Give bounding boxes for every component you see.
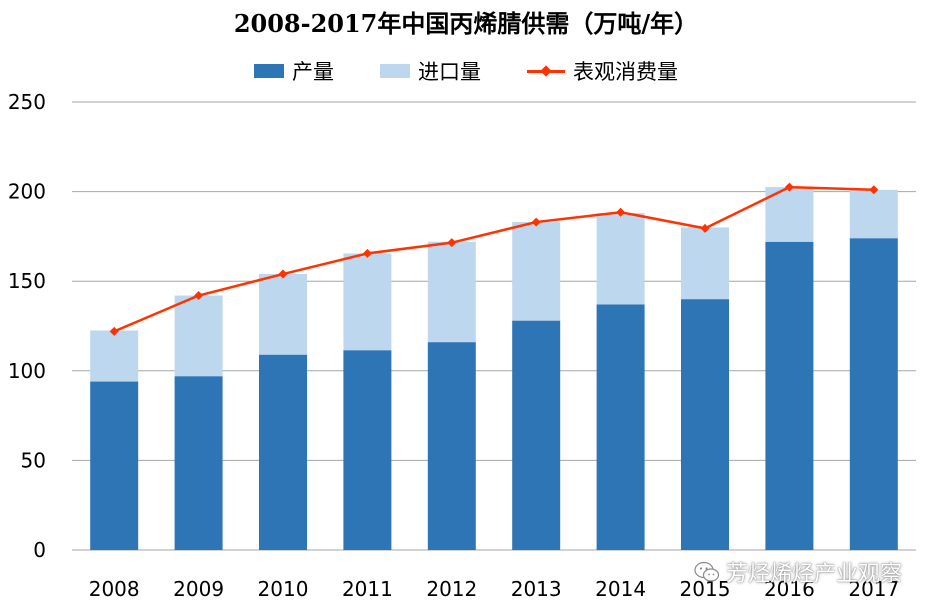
y-tick-label: 100 bbox=[8, 359, 46, 383]
x-tick-label: 2017 bbox=[848, 577, 899, 601]
point-consumption-2016 bbox=[784, 182, 794, 192]
bar-import-2013 bbox=[512, 222, 561, 321]
watermark-text: 芳烃烯烃产业观察 bbox=[725, 562, 902, 587]
chart-title: 2008-2017年中国丙烯腈供需（万吨/年） bbox=[233, 9, 699, 38]
bar-production-2014 bbox=[596, 304, 645, 550]
line-consumption bbox=[113, 185, 874, 333]
point-consumption-2009 bbox=[194, 291, 204, 301]
point-consumption-2013 bbox=[531, 217, 541, 227]
bar-production-2010 bbox=[259, 354, 307, 550]
bar-import-2017 bbox=[849, 189, 898, 239]
x-tick-label: 2014 bbox=[595, 577, 646, 601]
bar-import-2015 bbox=[681, 227, 729, 300]
bar-import-2011 bbox=[343, 253, 392, 351]
bar-import-2009 bbox=[174, 295, 223, 377]
legend-item-consumption: 表观消费量 bbox=[527, 56, 678, 86]
legend-line-consumption bbox=[527, 64, 565, 78]
bar-import-2012 bbox=[427, 241, 476, 343]
legend-label-import: 进口量 bbox=[418, 60, 481, 84]
point-consumption-2008 bbox=[109, 326, 119, 336]
point-consumption-2015 bbox=[700, 223, 710, 233]
legend-item-import: 进口量 bbox=[380, 56, 481, 86]
point-consumption-2017 bbox=[869, 185, 879, 195]
x-tick-label: 2016 bbox=[764, 577, 815, 601]
bar-production-2012 bbox=[427, 342, 476, 550]
legend-swatch-production bbox=[254, 64, 284, 78]
bar-production-2013 bbox=[512, 320, 561, 550]
y-tick-label: 0 bbox=[33, 538, 46, 562]
y-tick-label: 200 bbox=[8, 180, 46, 204]
legend-item-production: 产量 bbox=[254, 56, 334, 86]
wechat-icon bbox=[694, 561, 720, 582]
x-tick-label: 2009 bbox=[173, 577, 224, 601]
y-tick-label: 50 bbox=[21, 448, 46, 472]
legend: 产量 进口量 表观消费量 bbox=[0, 56, 932, 86]
legend-label-production: 产量 bbox=[292, 60, 334, 84]
x-tick-label: 2012 bbox=[426, 577, 477, 601]
bar-import-2008 bbox=[90, 330, 139, 382]
bar-production-2015 bbox=[681, 299, 729, 550]
point-consumption-2010 bbox=[278, 269, 288, 279]
x-tick-label: 2013 bbox=[511, 577, 562, 601]
y-tick-label: 150 bbox=[8, 269, 46, 293]
x-tick-label: 2010 bbox=[258, 577, 309, 601]
bar-import-2014 bbox=[596, 213, 645, 305]
x-tick-label: 2008 bbox=[89, 577, 140, 601]
bar-import-2010 bbox=[259, 274, 307, 355]
bar-production-2008 bbox=[90, 381, 139, 550]
y-tick-label: 250 bbox=[8, 90, 46, 114]
point-consumption-2012 bbox=[447, 238, 457, 248]
x-tick-label: 2011 bbox=[342, 577, 393, 601]
legend-label-consumption: 表观消费量 bbox=[573, 60, 678, 84]
x-tick-label: 2015 bbox=[680, 577, 731, 601]
bar-production-2017 bbox=[849, 238, 898, 550]
bar-production-2009 bbox=[174, 376, 223, 550]
legend-swatch-import bbox=[380, 64, 410, 78]
watermark: 芳烃烯烃产业观察 bbox=[694, 556, 902, 588]
point-consumption-2014 bbox=[616, 207, 626, 217]
bar-production-2016 bbox=[765, 241, 814, 550]
bar-production-2011 bbox=[343, 350, 392, 550]
point-consumption-2011 bbox=[362, 248, 372, 258]
